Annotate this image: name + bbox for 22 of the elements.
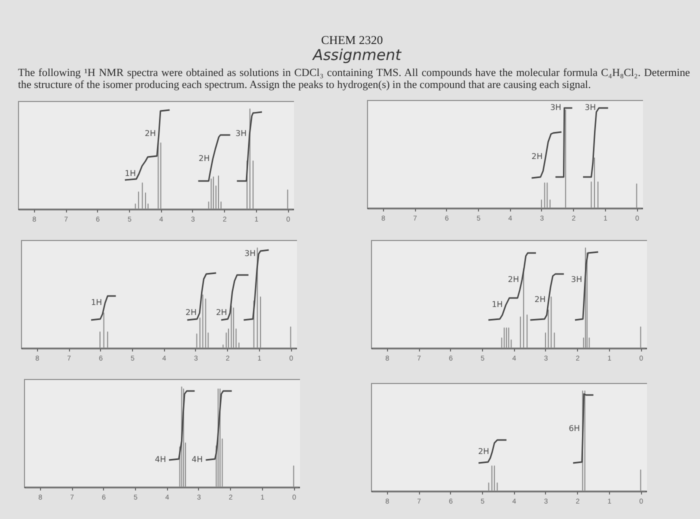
annotation: 2H bbox=[508, 275, 520, 284]
annotation: 3H bbox=[235, 129, 247, 138]
annotation: 3H bbox=[550, 103, 562, 112]
annotation: 2H bbox=[534, 295, 546, 304]
annotation: 1H bbox=[124, 169, 136, 178]
annotation: 2H bbox=[186, 308, 197, 317]
annotation: 3H bbox=[571, 275, 582, 284]
annotation: 4H bbox=[192, 455, 203, 464]
annotation: 4H bbox=[154, 455, 166, 464]
annotation: 2H bbox=[478, 447, 490, 456]
text: CHEM 2320 bbox=[320, 33, 384, 48]
annotation: 6H bbox=[568, 424, 580, 433]
text: The following ¹H NMR spectra were obtained as solutions in CDCl₃ containing TMS. All compounds have the molecular formula C₄H₈Cl₂. Determine the structure of the isomer producing each spectrum. Assign the peaks to hydrogen(s) in the compound that are causing each signal. bbox=[18, 67, 690, 91]
annotation: 3H bbox=[584, 103, 596, 112]
annotation: 2H bbox=[198, 154, 210, 163]
annotation: 3H bbox=[244, 249, 256, 258]
text: Assignment bbox=[311, 46, 402, 64]
annotation: 1H bbox=[492, 300, 503, 309]
annotation: 2H bbox=[144, 129, 156, 138]
annotation: 2H bbox=[216, 308, 228, 317]
annotation: 2H bbox=[532, 152, 543, 161]
annotation: 1H bbox=[90, 298, 102, 307]
